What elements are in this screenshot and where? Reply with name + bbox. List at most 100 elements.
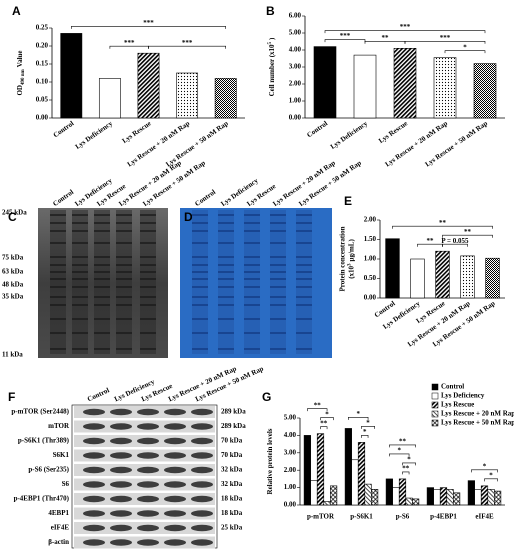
significance-label: ** bbox=[439, 219, 447, 227]
blot-band bbox=[137, 466, 159, 474]
y-axis-label: Relative protein levels bbox=[266, 428, 274, 494]
y-axis-label-part: (x10 bbox=[347, 265, 355, 278]
gel-band bbox=[50, 271, 66, 273]
legend-label: Lys Rescue + 50 nM Rap bbox=[441, 419, 514, 427]
gel-band bbox=[218, 318, 234, 320]
gel-band bbox=[192, 332, 208, 334]
bar bbox=[453, 492, 461, 506]
gel-band bbox=[244, 214, 260, 216]
gel-band bbox=[270, 271, 286, 273]
gel-band bbox=[244, 348, 260, 350]
row-label: 4EBP1 bbox=[48, 509, 69, 517]
significance-bracket bbox=[442, 243, 468, 247]
gel-band bbox=[72, 242, 88, 244]
x-tick-label: p-S6 bbox=[396, 513, 410, 521]
bar bbox=[137, 52, 160, 119]
gel-band bbox=[218, 332, 234, 334]
blot-band bbox=[83, 408, 105, 416]
blot-band bbox=[137, 495, 159, 503]
blot-band bbox=[137, 408, 159, 416]
blot-band bbox=[191, 539, 213, 546]
y-tick-label: 0.20 bbox=[36, 42, 49, 50]
x-tick-label: Control bbox=[305, 119, 329, 139]
significance-label: * bbox=[363, 428, 367, 436]
gel-band bbox=[94, 286, 110, 288]
bar bbox=[433, 489, 441, 506]
significance-label: * bbox=[463, 43, 467, 51]
bar bbox=[330, 485, 338, 506]
gel-band bbox=[244, 242, 260, 244]
bar bbox=[480, 485, 489, 506]
blot-band bbox=[164, 466, 186, 474]
blot-band bbox=[137, 481, 159, 488]
bar bbox=[392, 487, 400, 506]
row-label: p-mTOR (Ser2448) bbox=[11, 408, 69, 416]
gel-band bbox=[270, 222, 286, 224]
bar bbox=[303, 435, 311, 506]
y-axis-label: (x103μg/mL) bbox=[347, 239, 355, 279]
blot-band bbox=[164, 481, 186, 488]
blot-band bbox=[191, 452, 213, 459]
significance-label: ** bbox=[402, 465, 410, 473]
gel-band bbox=[140, 304, 156, 306]
gel-band bbox=[270, 332, 286, 334]
gel-band bbox=[192, 348, 208, 350]
gel-band bbox=[244, 222, 260, 224]
gel-band bbox=[270, 348, 286, 350]
y-tick-label: 0.05 bbox=[36, 96, 49, 104]
blot-band bbox=[137, 452, 159, 459]
significance-label: ** bbox=[382, 34, 390, 42]
blot-band bbox=[110, 466, 132, 474]
gel-band bbox=[72, 318, 88, 320]
bar bbox=[357, 442, 366, 506]
bar bbox=[351, 459, 359, 506]
y-axis-label-part: 5 bbox=[268, 41, 273, 44]
gel-band bbox=[94, 222, 110, 224]
significance-bracket bbox=[471, 469, 498, 473]
gel-band bbox=[140, 230, 156, 232]
bar bbox=[494, 490, 502, 506]
significance-bracket bbox=[148, 45, 226, 49]
legend-swatch bbox=[431, 392, 439, 400]
gel-band bbox=[116, 286, 132, 288]
y-axis-label-part: 3 bbox=[347, 263, 352, 266]
size-label: 70 kDa bbox=[221, 451, 243, 459]
y-tick-label: 0.00 bbox=[364, 294, 377, 302]
significance-bracket bbox=[324, 39, 366, 43]
significance-label: ** bbox=[320, 419, 328, 427]
legend-swatch bbox=[431, 410, 439, 418]
gel-band bbox=[296, 271, 312, 273]
significance-bracket bbox=[402, 462, 416, 466]
y-axis-label: Protein concentration bbox=[338, 226, 346, 291]
blot-band bbox=[191, 524, 213, 532]
bar bbox=[485, 257, 500, 299]
gel-band bbox=[50, 222, 66, 224]
y-tick-label: 6.00 bbox=[289, 12, 302, 20]
gel-band bbox=[72, 214, 88, 216]
gel-band bbox=[192, 271, 208, 273]
y-tick-label: 2.00 bbox=[289, 80, 302, 88]
lane-label: Control bbox=[86, 386, 110, 403]
gel-band bbox=[192, 278, 208, 280]
y-axis-label-part: Value bbox=[16, 50, 24, 67]
bar bbox=[323, 501, 331, 506]
significance-label: *** bbox=[440, 34, 451, 42]
bar bbox=[446, 489, 454, 506]
blot-band bbox=[110, 423, 132, 430]
bar bbox=[313, 46, 337, 119]
gel-band bbox=[192, 318, 208, 320]
y-tick-label: 0.00 bbox=[284, 501, 297, 509]
gel-band bbox=[218, 278, 234, 280]
x-tick-label: p-4EBP1 bbox=[430, 513, 457, 521]
gel-band bbox=[296, 332, 312, 334]
row-label: eIF4E bbox=[51, 524, 70, 532]
panel-letter: D bbox=[184, 210, 193, 224]
size-label: 32 kDa bbox=[221, 480, 243, 488]
size-label: 70 kDa bbox=[221, 437, 243, 445]
panel-letter: G bbox=[262, 390, 271, 404]
significance-label: ** bbox=[427, 237, 435, 245]
gel-band bbox=[244, 304, 260, 306]
gel-band bbox=[50, 214, 66, 216]
y-axis-label-part: ) bbox=[268, 37, 276, 40]
bar bbox=[60, 33, 83, 119]
